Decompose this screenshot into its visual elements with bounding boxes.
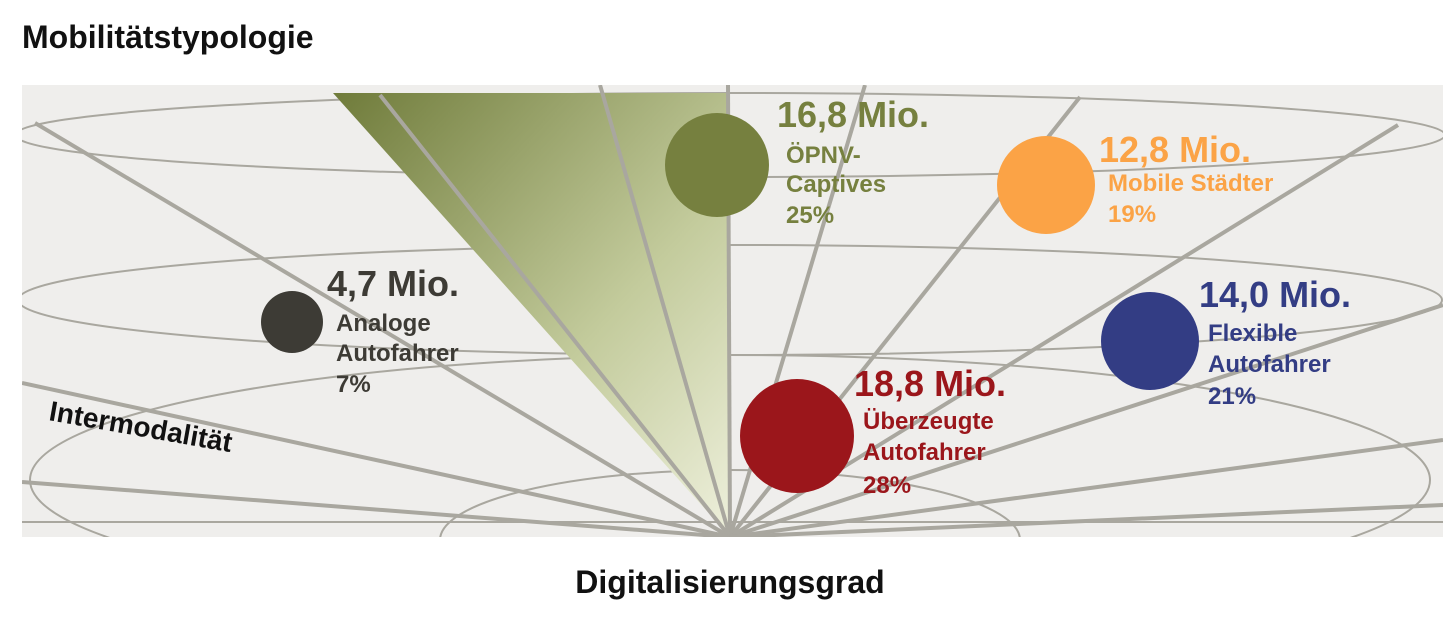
segment-name: ÖPNV-: [786, 142, 861, 169]
segment-amount: 18,8 Mio.: [854, 363, 1006, 404]
segment-amount: 16,8 Mio.: [777, 94, 929, 135]
segment-amount: 12,8 Mio.: [1099, 129, 1251, 170]
segment-name: Autofahrer: [336, 340, 459, 367]
segment-bubble: [665, 113, 769, 217]
segment-amount: 4,7 Mio.: [327, 263, 459, 304]
title: Mobilitätstypologie: [22, 19, 314, 55]
segment-bubble: [261, 291, 323, 353]
segment-percent: 7%: [336, 371, 371, 398]
segment-name: Autofahrer: [1208, 351, 1331, 378]
segment-bubble: [1101, 292, 1199, 390]
segment-percent: 25%: [786, 202, 834, 229]
segment-percent: 19%: [1108, 201, 1156, 228]
segment-name: Überzeugte: [863, 408, 994, 435]
segment-name: Analoge: [336, 310, 431, 337]
segment-bubble: [740, 379, 854, 493]
segment-name: Autofahrer: [863, 439, 986, 466]
segment-amount: 14,0 Mio.: [1199, 274, 1351, 315]
segment-name: Mobile Städter: [1108, 170, 1273, 197]
segment-percent: 21%: [1208, 383, 1256, 410]
segment-bubble: [997, 136, 1095, 234]
segment-percent: 28%: [863, 472, 911, 499]
segment-name: Captives: [786, 171, 886, 198]
segment-name: Flexible: [1208, 320, 1297, 347]
x-axis-label: Digitalisierungsgrad: [575, 564, 884, 600]
highlight-wedge: [333, 93, 730, 537]
